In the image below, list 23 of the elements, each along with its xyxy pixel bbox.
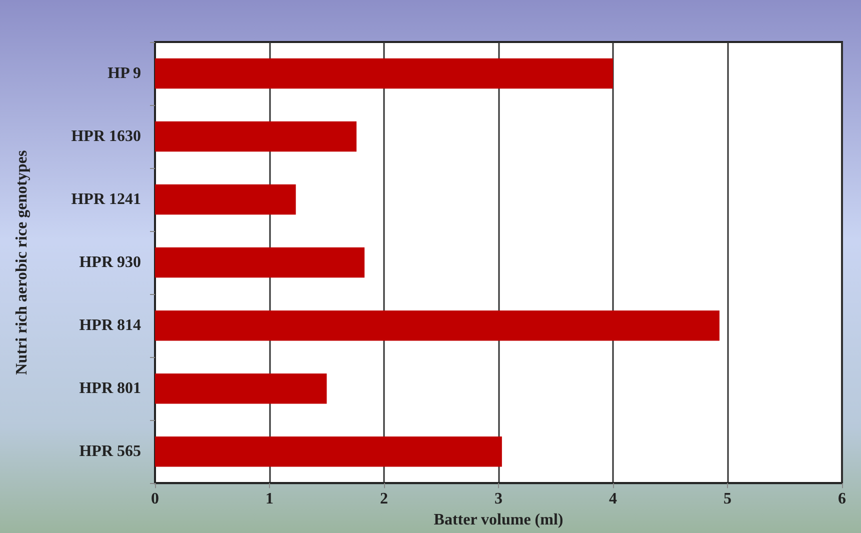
bar xyxy=(155,184,296,215)
y-tick-label: HP 9 xyxy=(108,65,141,82)
x-tick-label: 0 xyxy=(151,490,159,508)
bar xyxy=(155,58,613,89)
y-tick-label: HPR 565 xyxy=(79,443,141,460)
x-tick-label: 6 xyxy=(838,490,846,508)
bar xyxy=(155,436,502,467)
x-axis-title: Batter volume (ml) xyxy=(434,512,564,528)
bar xyxy=(155,310,720,341)
y-axis-title: Nutri rich aerobic rice genotypes xyxy=(14,150,30,375)
x-tick-label: 1 xyxy=(266,490,274,508)
bar xyxy=(155,373,327,404)
x-tick-label: 2 xyxy=(380,490,388,508)
y-tick-label: HPR 814 xyxy=(79,317,141,334)
x-tick-label: 5 xyxy=(724,490,732,508)
y-tick-label: HPR 801 xyxy=(79,380,141,398)
y-tick-label: HPR 1241 xyxy=(71,191,141,208)
bar xyxy=(155,121,357,152)
bar xyxy=(155,247,365,278)
x-tick-label: 3 xyxy=(494,490,502,508)
x-tick-label: 4 xyxy=(609,490,617,508)
y-tick-label: HPR 930 xyxy=(79,254,141,272)
y-tick-label: HPR 1630 xyxy=(71,128,141,146)
